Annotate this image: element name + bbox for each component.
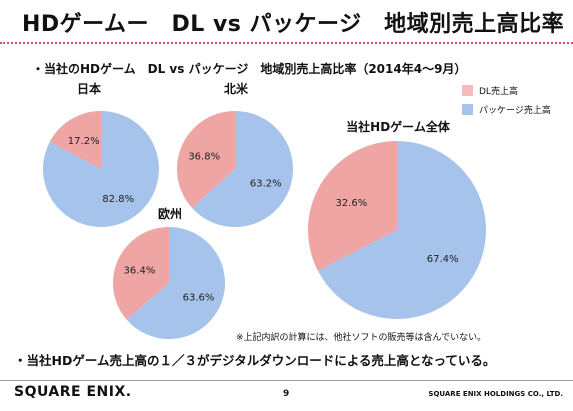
pie-label-overall-dl: 32.6% — [335, 198, 367, 209]
pie-slice-na-dl — [177, 111, 235, 209]
conclusion-text: ・当社HDゲーム売上高の１／３がデジタルダウンロードによる売上高となっている。 — [14, 353, 496, 368]
company-name: SQUARE ENIX HOLDINGS CO., LTD. — [428, 390, 563, 398]
slide-title: HDゲームー DL vs パッケージ 地域別売上高比率 — [22, 12, 565, 37]
pie-title-japan: 日本 — [77, 81, 101, 96]
calculation-note: ※上記内訳の計算には、他社ソフトの販売等は含んでいない。 — [236, 333, 487, 343]
pie-slice-eu-package — [126, 227, 225, 339]
title-divider — [0, 42, 573, 44]
pie-slice-japan-dl — [49, 111, 101, 169]
legend-label-dl: DL売上高 — [479, 86, 518, 97]
square-enix-logo: SQUARE ENIX. — [14, 384, 132, 400]
pie-title-na: 北米 — [224, 81, 249, 96]
pie-slice-overall-dl — [307, 141, 397, 271]
pie-label-overall-package: 67.4% — [427, 254, 459, 265]
pie-slice-na-package — [192, 111, 294, 228]
pie-label-na-package: 63.2% — [250, 179, 282, 190]
legend-swatch-package — [462, 103, 473, 115]
pie-label-japan-dl: 17.2% — [68, 136, 100, 147]
chart-subtitle: ・当社のHDゲーム DL vs パッケージ 地域別売上高比率（2014年4～9月… — [32, 62, 467, 76]
pie-label-eu-dl: 36.4% — [124, 266, 156, 277]
legend-item-dl: DL売上高 — [462, 83, 551, 97]
legend-swatch-dl — [462, 84, 473, 96]
pie-label-japan-package: 82.8% — [102, 194, 134, 205]
page-number: 9 — [283, 389, 290, 399]
pie-label-na-dl: 36.8% — [188, 151, 220, 162]
pie-title-overall: 当社HDゲーム全体 — [346, 119, 451, 134]
legend-label-package: パッケージ売上高 — [479, 105, 551, 116]
legend-item-package: パッケージ売上高 — [462, 102, 551, 116]
pie-title-eu: 欧州 — [158, 206, 182, 221]
pie-label-eu-package: 63.6% — [183, 292, 215, 303]
chart-legend: DL売上高 パッケージ売上高 — [462, 83, 551, 121]
pie-slice-overall-package — [317, 141, 486, 319]
pie-slice-eu-dl — [113, 227, 169, 320]
footer-divider — [0, 380, 573, 381]
pie-slice-japan-package — [43, 111, 160, 227]
